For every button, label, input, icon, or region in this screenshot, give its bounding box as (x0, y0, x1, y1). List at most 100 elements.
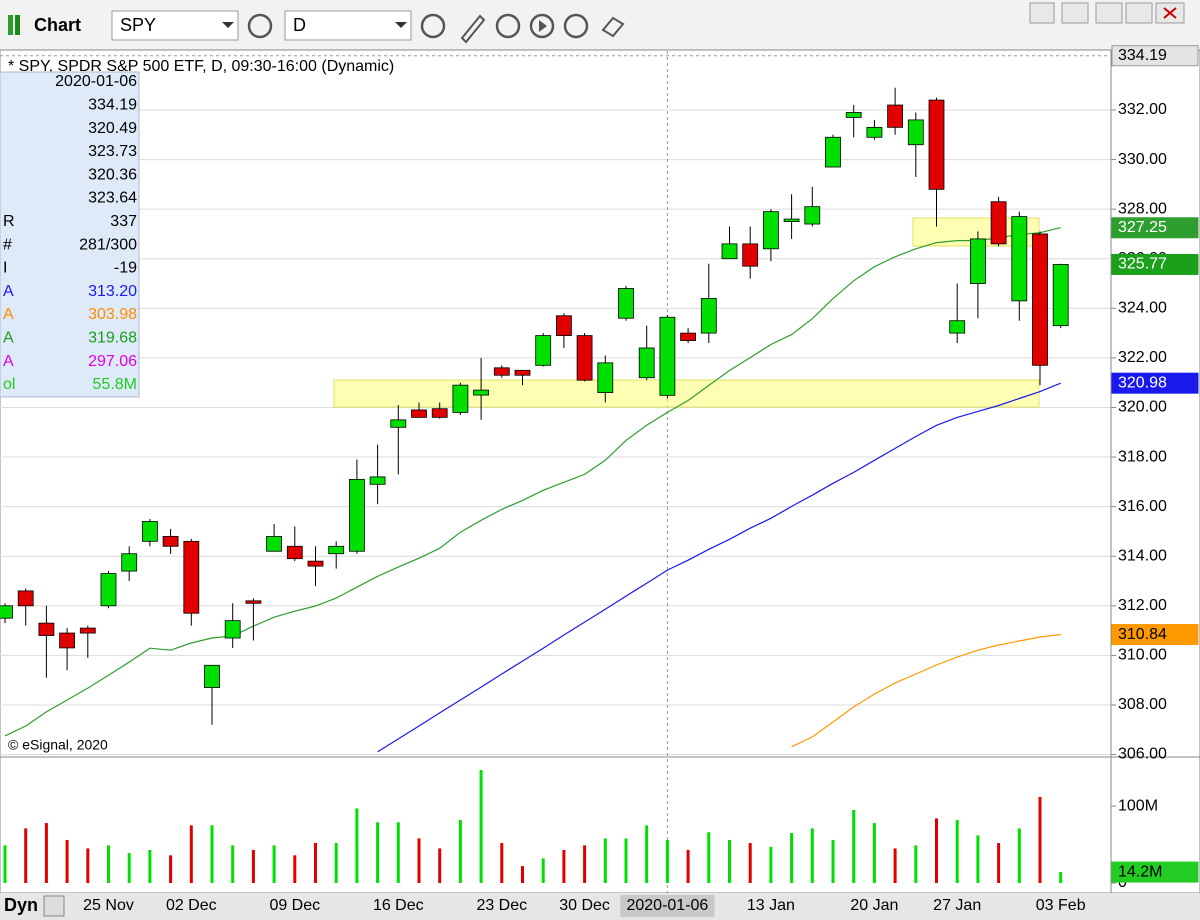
value-marker-label: 325.77 (1118, 256, 1167, 273)
minimize-button[interactable] (1095, 2, 1123, 24)
candle-body (970, 238, 986, 284)
volume-bar (210, 825, 214, 883)
value-marker-label: 327.25 (1118, 219, 1167, 236)
x-tick-label: 23 Dec (476, 897, 527, 914)
volume-bar (314, 843, 317, 883)
volume-tick-label: 100M (1118, 797, 1158, 814)
x-tick-label: 27 Jan (933, 897, 981, 914)
data-window-label: A (3, 306, 14, 323)
volume-bar (955, 819, 959, 883)
draw-button[interactable] (460, 14, 486, 44)
volume-bar (334, 843, 338, 883)
candle-body (59, 632, 75, 649)
chart-icon (8, 15, 13, 35)
volume-bar (3, 845, 7, 883)
value-marker-label: 14.2M (1118, 863, 1162, 880)
candle-body (742, 243, 759, 267)
data-window-value: 323.73 (88, 143, 137, 160)
candle-body (286, 545, 303, 560)
candle-body (556, 315, 572, 336)
candle-body (618, 288, 634, 319)
volume-bar (686, 849, 690, 883)
candle-body (79, 627, 96, 634)
value-marker (1111, 45, 1199, 67)
alert-button[interactable] (563, 13, 589, 39)
volume-bar (1038, 796, 1042, 883)
candle-body (597, 362, 614, 393)
volume-bar (231, 845, 235, 883)
study-button[interactable] (495, 13, 521, 39)
data-window-value: 313.20 (88, 283, 137, 300)
volume-bar (272, 845, 276, 883)
ma-line (4, 227, 1061, 737)
value-marker (1111, 253, 1199, 275)
y-tick-label: 310.00 (1118, 647, 1167, 664)
candle-body (224, 620, 241, 639)
close-icon (1163, 7, 1177, 19)
restore-button[interactable] (1061, 2, 1089, 24)
volume-bar (645, 825, 649, 883)
volume-bar (810, 828, 814, 883)
candle-body (473, 389, 490, 396)
volume-bar (24, 828, 28, 883)
cursor-date-box (620, 895, 715, 917)
axes: 306.00 308.00 310.00 312.00 314.00 316.00 318.… (1111, 45, 1199, 891)
x-tick-label: 13 Jan (747, 897, 795, 914)
chart-area (0, 49, 1200, 894)
candle-body (431, 408, 448, 418)
interval-box[interactable] (284, 10, 412, 41)
y-tick-label: 332.00 (1118, 101, 1167, 118)
lock-button[interactable] (43, 895, 65, 917)
x-tick-label: 02 Dec (166, 897, 217, 914)
volume-bar (251, 849, 255, 883)
value-marker (1111, 624, 1199, 646)
value-marker-label: 320.98 (1118, 374, 1167, 391)
x-tick-label: 03 Feb (1036, 897, 1086, 914)
data-window-value: 320.36 (88, 166, 137, 183)
data-window-value: 334.19 (88, 97, 137, 114)
ma-line (377, 382, 1061, 753)
y-tick-label: 322.00 (1118, 349, 1167, 366)
volume-bar (148, 849, 152, 883)
chart-title: * SPY, SPDR S&P 500 ETF, D, 09:30-16:00 … (8, 58, 394, 75)
mode-label[interactable]: Dyn (4, 895, 38, 915)
candle-body (348, 478, 365, 552)
volume-bar (624, 838, 628, 883)
time-button[interactable] (420, 13, 446, 39)
candle-body (369, 476, 386, 485)
x-tick-label: 30 Dec (559, 897, 610, 914)
symbol-box[interactable] (111, 10, 239, 41)
candle-body (121, 553, 138, 572)
interval[interactable]: D (293, 15, 306, 35)
symbol[interactable]: SPY (120, 15, 156, 35)
volume-bar (562, 849, 566, 883)
dropdown-arrow[interactable] (222, 22, 234, 28)
y-tick-label: 312.00 (1118, 597, 1167, 614)
volume-bar (376, 822, 380, 883)
data-window-label: R (3, 213, 15, 230)
candle-body (390, 419, 407, 428)
volume-bar (169, 855, 173, 883)
data-window-value: 303.98 (88, 306, 137, 323)
candle-body (38, 622, 55, 636)
data-window-box (0, 71, 140, 398)
dropdown-arrow[interactable] (395, 22, 407, 28)
maximize-button[interactable] (1125, 2, 1153, 24)
play-button[interactable] (529, 13, 555, 39)
link-button[interactable] (601, 16, 625, 38)
volume-bar (355, 808, 359, 883)
volume-plot (3, 769, 1063, 883)
help-button[interactable] (1029, 2, 1055, 24)
candle-body (452, 384, 469, 413)
volume-bar (914, 845, 918, 883)
settings-button[interactable] (247, 13, 273, 39)
volume-bar (603, 838, 607, 883)
data-window-label: A (3, 353, 14, 370)
data-window-value: 281/300 (79, 236, 137, 253)
data-window-value: 319.68 (88, 330, 137, 347)
candle-body (493, 367, 510, 376)
candle-body (183, 540, 200, 614)
volume-bar (935, 818, 938, 883)
volume-bar (728, 839, 731, 883)
